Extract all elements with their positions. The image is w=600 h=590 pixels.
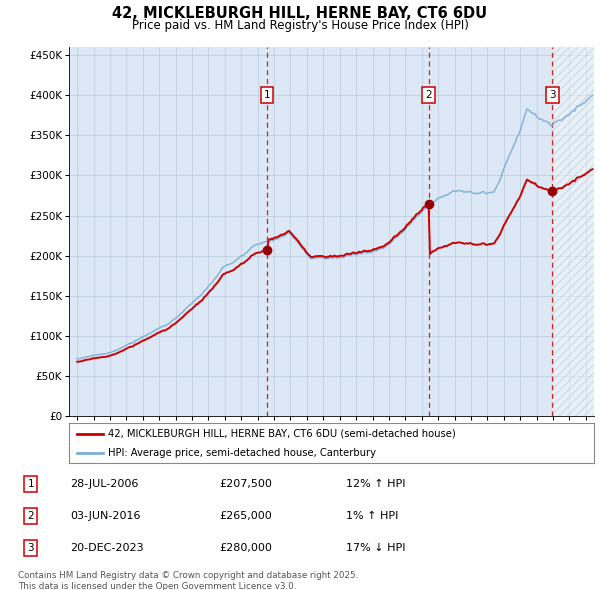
Text: Contains HM Land Registry data © Crown copyright and database right 2025.
This d: Contains HM Land Registry data © Crown c… — [18, 571, 358, 590]
Text: 12% ↑ HPI: 12% ↑ HPI — [346, 479, 406, 489]
Bar — [553, 47, 594, 416]
Text: 1% ↑ HPI: 1% ↑ HPI — [346, 512, 398, 521]
Text: £265,000: £265,000 — [220, 512, 272, 521]
Text: 2: 2 — [425, 90, 432, 100]
Text: £280,000: £280,000 — [220, 543, 272, 553]
Text: HPI: Average price, semi-detached house, Canterbury: HPI: Average price, semi-detached house,… — [109, 448, 376, 458]
Text: 20-DEC-2023: 20-DEC-2023 — [70, 543, 143, 553]
Text: 17% ↓ HPI: 17% ↓ HPI — [346, 543, 406, 553]
Text: 3: 3 — [28, 543, 34, 553]
Text: 3: 3 — [549, 90, 556, 100]
Text: 1: 1 — [264, 90, 271, 100]
Text: Price paid vs. HM Land Registry's House Price Index (HPI): Price paid vs. HM Land Registry's House … — [131, 19, 469, 32]
Text: £207,500: £207,500 — [220, 479, 272, 489]
Text: 2: 2 — [28, 512, 34, 521]
Text: 28-JUL-2006: 28-JUL-2006 — [70, 479, 138, 489]
Text: 1: 1 — [28, 479, 34, 489]
Text: 03-JUN-2016: 03-JUN-2016 — [70, 512, 140, 521]
Text: 42, MICKLEBURGH HILL, HERNE BAY, CT6 6DU: 42, MICKLEBURGH HILL, HERNE BAY, CT6 6DU — [112, 6, 488, 21]
Text: 42, MICKLEBURGH HILL, HERNE BAY, CT6 6DU (semi-detached house): 42, MICKLEBURGH HILL, HERNE BAY, CT6 6DU… — [109, 429, 456, 439]
